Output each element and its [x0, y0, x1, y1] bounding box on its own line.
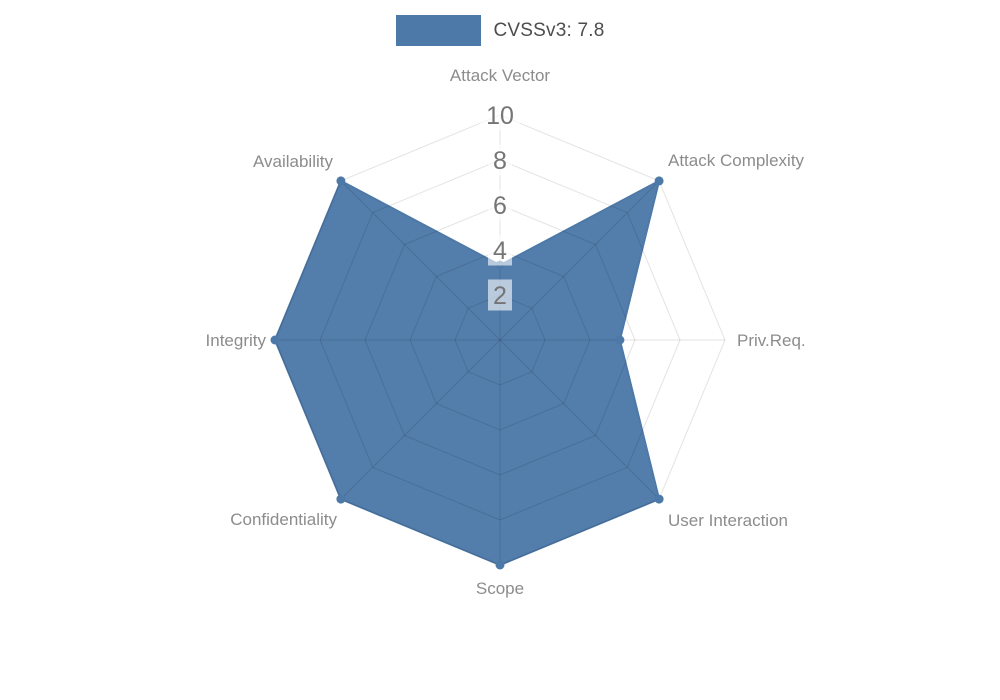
axis-label-integrity: Integrity: [206, 331, 267, 350]
grid-spoke: [340, 339, 501, 500]
series-marker: [270, 335, 280, 345]
grid-ring: [409, 249, 591, 431]
axis-label-user-interaction: User Interaction: [668, 511, 788, 530]
series-marker: [654, 494, 664, 504]
grid-ring: [319, 159, 681, 521]
tick-label: 8: [493, 147, 507, 175]
series-marker: [654, 176, 664, 186]
axis-label-attack-vector: Attack Vector: [450, 66, 550, 85]
tick-label: 6: [493, 192, 507, 220]
tick-label-box: [480, 99, 520, 131]
tick-label-box: [488, 279, 512, 311]
axis-label-priv-req: Priv.Req.: [737, 331, 806, 350]
tick-label-box: [488, 144, 512, 176]
grid-spoke: [340, 180, 501, 341]
series-marker: [495, 560, 505, 570]
axis-label-availability: Availability: [253, 152, 334, 171]
grid-spoke: [499, 339, 660, 500]
tick-label: 4: [493, 237, 507, 265]
grid-spoke: [499, 180, 660, 341]
grid-ring: [364, 204, 636, 476]
series-marker: [336, 176, 346, 186]
legend-label: CVSSv3: 7.8: [493, 19, 605, 41]
tick-label: 10: [486, 102, 514, 130]
tick-label-box: [488, 234, 512, 266]
tick-label: 2: [493, 282, 507, 310]
chart-legend[interactable]: CVSSv3: 7.8: [0, 15, 1000, 46]
axis-label-attack-complexity: Attack Complexity: [668, 151, 805, 170]
grid-ring: [454, 294, 546, 386]
tick-label-box: [488, 189, 512, 221]
series-marker: [615, 335, 625, 345]
legend-swatch: [395, 15, 481, 46]
series-marker: [336, 494, 346, 504]
axis-label-confidentiality: Confidentiality: [230, 510, 337, 529]
axis-label-scope: Scope: [476, 579, 524, 598]
